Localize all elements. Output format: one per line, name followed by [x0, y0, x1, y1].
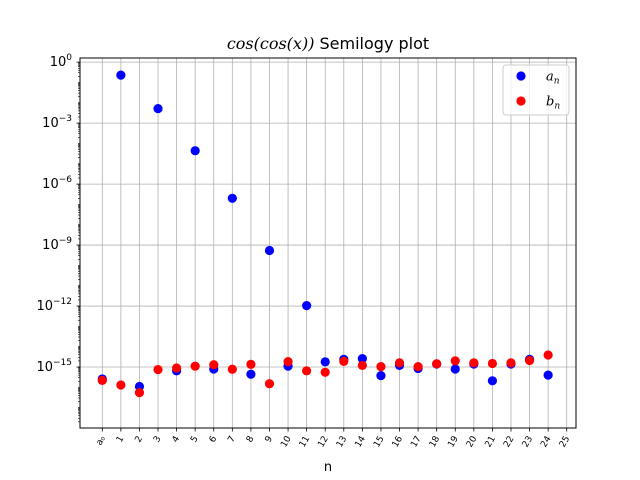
y-tick-label-exp: −3: [59, 114, 72, 124]
chart-title: cos(cos(x)) Semilogy plot: [227, 34, 429, 53]
point-b-1: [116, 380, 126, 390]
point-b-2: [134, 388, 145, 398]
legend-label-a: an: [546, 70, 560, 87]
point-b-20: [469, 358, 479, 368]
point-b-10: [283, 356, 293, 367]
y-tick-label: 10−12: [36, 297, 72, 314]
point-a-15: [376, 370, 386, 381]
point-b-17: [413, 361, 423, 372]
y-tick-label-base: 10: [36, 360, 53, 375]
point-b-5: [190, 361, 200, 371]
x-tick-label: 9: [264, 434, 276, 444]
x-tick-label: 6: [208, 434, 220, 444]
point-b-6: [209, 360, 219, 370]
point-b-8: [246, 359, 256, 369]
y-tick-label-exp: −15: [53, 358, 72, 368]
point-b-19: [450, 356, 460, 366]
point-b-16: [394, 358, 405, 368]
legend-marker-a: [516, 71, 526, 81]
y-tick-label: 10−9: [42, 236, 72, 253]
point-a-11: [302, 301, 312, 311]
chart-title-rest: Semilogy plot: [314, 34, 429, 53]
x-tick-label: 7: [226, 435, 238, 445]
point-a-24: [543, 370, 553, 380]
x-axis-label: n: [324, 460, 332, 475]
point-a-9: [264, 245, 275, 256]
point-a-5: [190, 146, 200, 156]
y-tick-label: 10−6: [42, 175, 72, 192]
point-b-21: [487, 358, 498, 369]
x-tick-label: 3: [152, 435, 164, 445]
legend-label-sub: n: [554, 77, 560, 87]
y-tick-label-base: 10: [42, 238, 59, 253]
point-b-9: [264, 379, 275, 389]
point-b-14: [357, 360, 367, 371]
x-tick-label: 1: [115, 435, 127, 445]
point-a-19: [450, 364, 460, 374]
point-b-0: [97, 375, 107, 385]
point-b-12: [320, 367, 330, 377]
legend-marker-b: [516, 96, 526, 106]
x-tick-label: 2: [134, 435, 146, 445]
legend-label-name: b: [546, 95, 554, 110]
point-b-22: [506, 358, 516, 368]
x-tick-label: 17: [409, 435, 423, 450]
y-tick-label-base: 10: [42, 116, 59, 131]
point-a-12: [320, 357, 330, 367]
legend-label-name: a: [546, 70, 554, 85]
x-tick-label: 13: [335, 435, 349, 450]
chart-title-math: cos(cos(x)): [227, 34, 315, 53]
point-a-3: [153, 103, 163, 114]
y-tick-label-base: 10: [42, 177, 59, 192]
x-tick-label: 15: [372, 435, 386, 450]
y-tick-label-base: 10: [36, 299, 53, 314]
x-tick-label: 4: [171, 434, 183, 444]
x-tick-label: 22: [502, 435, 516, 450]
x-tick-label: 5: [189, 435, 201, 445]
point-b-24: [543, 350, 553, 360]
x-tick-label: 11: [298, 435, 312, 450]
legend-label-sub: n: [554, 102, 560, 112]
point-b-18: [432, 359, 442, 369]
point-b-23: [524, 355, 535, 366]
point-b-3: [153, 364, 163, 375]
point-a-14: [357, 353, 367, 364]
data-points: [97, 70, 553, 398]
point-a-21: [487, 376, 498, 386]
y-tick-label-exp: −6: [59, 175, 73, 185]
point-a-7: [227, 193, 237, 203]
y-tick-label-exp: −12: [53, 297, 72, 307]
point-a-8: [246, 369, 256, 379]
x-tick-label: 25: [558, 435, 572, 450]
x-tick-label: 12: [316, 435, 330, 450]
point-b-7: [227, 364, 237, 374]
point-a-1: [116, 70, 126, 80]
x-tick-label: 23: [521, 435, 535, 450]
x-tick-label: 8: [245, 434, 257, 444]
y-tick-label: 10−15: [36, 358, 72, 375]
point-b-11: [302, 366, 312, 376]
y-tick-label-exp: 0: [66, 53, 72, 63]
point-b-13: [339, 356, 349, 366]
point-b-15: [376, 361, 386, 372]
y-tick-label: 100: [50, 53, 73, 70]
legend-label-b: bn: [546, 95, 560, 112]
y-tick-label-exp: −9: [59, 236, 73, 246]
y-tick-label-base: 10: [50, 55, 67, 70]
plot-frame: [79, 57, 577, 429]
y-tick-label: 10−3: [42, 114, 72, 131]
point-b-4: [171, 363, 182, 373]
x-tick-label: 21: [484, 435, 498, 450]
